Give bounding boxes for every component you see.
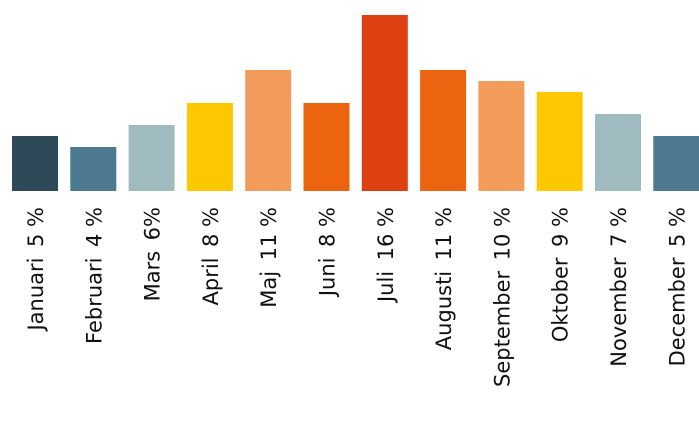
x-label-juni: Juni 8 %	[316, 207, 340, 298]
bar-april	[186, 103, 233, 191]
category-label: Augusti	[432, 271, 456, 350]
x-label-oktober: Oktober 9 %	[549, 207, 573, 342]
x-label-augusti: Augusti 11 %	[432, 207, 456, 350]
bar-september	[478, 81, 525, 191]
x-label-september: September 10 %	[490, 207, 514, 387]
value-label: 5 %	[665, 207, 689, 247]
value-label: 5 %	[24, 207, 48, 247]
bar-maj	[245, 70, 292, 191]
x-label-december: December 5 %	[665, 207, 689, 366]
value-label: 6%	[141, 207, 165, 240]
value-label: 11 %	[257, 207, 281, 260]
bar-november	[595, 114, 641, 191]
bar-januari	[12, 136, 58, 191]
x-label-januari: Januari 5 %	[24, 207, 48, 333]
value-label: 9 %	[549, 207, 573, 247]
category-label: April	[199, 258, 223, 306]
bar-februari	[70, 147, 117, 191]
value-label: 11 %	[432, 207, 456, 260]
category-label: Juli	[374, 271, 398, 304]
category-label: Mars	[141, 251, 165, 302]
bar-december	[653, 136, 699, 191]
value-label: 4 %	[82, 207, 106, 247]
value-label: 8 %	[199, 207, 223, 247]
value-label: 16 %	[374, 207, 398, 260]
value-label: 8 %	[316, 207, 340, 247]
bar-juli	[361, 15, 408, 191]
bar-augusti	[420, 70, 467, 191]
x-label-juli: Juli 16 %	[374, 207, 398, 304]
value-label: 7 %	[607, 207, 631, 247]
category-label: November	[607, 257, 631, 367]
category-label: Juni	[316, 258, 340, 299]
category-label: September	[490, 270, 514, 386]
category-label: Februari	[82, 258, 106, 344]
category-label: Oktober	[549, 257, 573, 342]
category-label: Januari	[24, 258, 48, 333]
x-label-maj: Maj 11 %	[257, 207, 281, 308]
labels-group: Januari 5 % Februari 4 % Mars 6% April 8 % M…	[24, 207, 689, 387]
x-label-april: April 8 %	[199, 207, 223, 306]
x-label-februari: Februari 4 %	[82, 207, 106, 344]
value-label: 10 %	[490, 207, 514, 260]
category-label: December	[665, 257, 689, 366]
bars-group	[12, 15, 699, 191]
category-label: Maj	[257, 271, 281, 308]
x-label-mars: Mars 6%	[141, 207, 165, 301]
x-label-november: November 7 %	[607, 207, 631, 367]
bar-mars	[128, 125, 175, 191]
bar-juni	[303, 103, 350, 191]
bar-oktober	[536, 92, 583, 191]
